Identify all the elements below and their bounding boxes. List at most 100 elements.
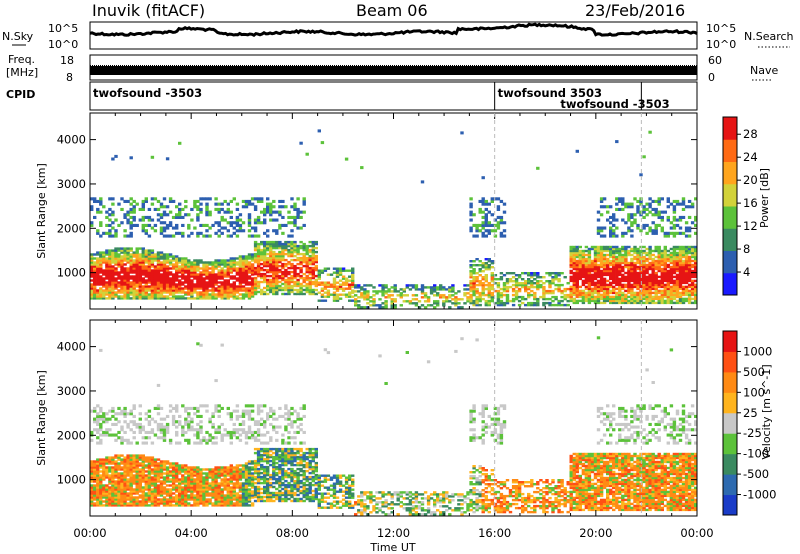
velocity-cell <box>108 417 112 421</box>
power-cell <box>660 277 664 281</box>
power-cell <box>363 298 367 301</box>
velocity-cell <box>150 470 155 473</box>
velocity-cell <box>132 470 136 473</box>
velocity-cell <box>132 496 136 499</box>
power-cell <box>602 247 607 251</box>
power-cell <box>260 272 264 276</box>
power-cell <box>651 257 655 261</box>
power-cell <box>454 300 458 303</box>
power-cell <box>305 266 309 270</box>
power-cell <box>247 223 252 227</box>
power-cell <box>90 197 94 201</box>
power-cell <box>587 281 592 285</box>
power-cell <box>436 304 440 307</box>
power-cell <box>630 229 634 233</box>
power-cell <box>399 292 403 295</box>
power-cell <box>205 269 209 272</box>
power-cell <box>278 274 282 278</box>
power-cell <box>496 282 501 285</box>
power-cell <box>609 281 613 285</box>
power-cell <box>96 253 100 256</box>
velocity-cell <box>171 417 176 421</box>
velocity-cell <box>132 436 136 440</box>
power-cell <box>366 290 370 293</box>
velocity-cell <box>178 494 182 497</box>
velocity-cell <box>147 409 152 413</box>
velocity-cell <box>90 500 94 503</box>
power-cell <box>153 197 158 201</box>
power-cell <box>278 213 282 217</box>
power-cell <box>314 246 318 250</box>
power-cell <box>338 269 343 272</box>
power-cell <box>445 288 449 291</box>
power-cell <box>171 281 176 284</box>
power-cell <box>490 287 494 291</box>
power-cell <box>618 293 622 297</box>
velocity-cell <box>144 476 148 479</box>
velocity-cell <box>190 466 194 469</box>
power-cell <box>630 215 634 219</box>
power-cell <box>481 234 485 238</box>
power-cell <box>402 300 406 303</box>
velocity-cell <box>147 504 152 507</box>
power-cell <box>417 300 422 303</box>
power-cell <box>672 301 677 305</box>
power-cell <box>612 279 616 283</box>
power-cell <box>296 213 300 217</box>
power-colorbar-frame <box>722 116 738 296</box>
power-cell <box>618 249 622 253</box>
power-cell <box>490 285 494 289</box>
velocity-cell <box>144 430 148 434</box>
power-cell <box>642 215 646 219</box>
power-cell <box>554 295 558 299</box>
power-cell <box>657 265 661 269</box>
power-cell <box>241 205 246 209</box>
power-cell <box>502 301 507 305</box>
velocity-cell <box>108 490 112 493</box>
power-cell <box>660 273 664 277</box>
power-cell <box>190 275 194 278</box>
power-cell <box>175 226 179 230</box>
power-cell <box>590 289 595 293</box>
power-cell <box>575 251 579 255</box>
power-cell <box>533 282 537 285</box>
velocity-cell <box>108 466 112 469</box>
velocity-cell <box>150 488 155 491</box>
power-cell <box>190 285 194 288</box>
velocity-cell <box>129 456 133 459</box>
power-cell <box>681 259 686 263</box>
power-colorbar-tick-label-6: 28 <box>743 127 758 141</box>
velocity-cell <box>150 458 155 461</box>
power-cell <box>393 306 397 309</box>
velocity-cell <box>123 462 127 465</box>
power-cell <box>199 279 203 282</box>
velocity-cell <box>132 500 136 503</box>
velocity-cell <box>108 502 112 505</box>
power-cell <box>305 256 309 260</box>
power-cell <box>159 295 164 298</box>
power-cell <box>606 218 610 222</box>
power-cell <box>187 293 191 296</box>
power-cell <box>311 288 315 292</box>
velocity-cell <box>102 476 106 479</box>
freq-panel: Freq. [MHz] 18 8 Nave 60 0 <box>6 53 778 84</box>
power-cell <box>269 202 273 206</box>
power-cell <box>381 306 385 309</box>
power-cell <box>630 271 634 275</box>
power-cell <box>314 256 318 260</box>
power-cell <box>657 245 661 249</box>
power-cell <box>481 215 485 219</box>
power-cell <box>314 254 318 258</box>
velocity-cell <box>147 466 152 469</box>
power-cell <box>451 288 455 291</box>
power-cell <box>423 296 428 299</box>
power-cell <box>272 205 276 209</box>
power-cell <box>141 285 145 288</box>
velocity-cell <box>147 498 152 501</box>
power-cell <box>247 213 252 217</box>
power-cell <box>633 285 637 289</box>
power-cell <box>451 298 455 301</box>
power-cell <box>533 272 537 275</box>
power-cell <box>235 267 240 270</box>
power-cell <box>111 277 115 280</box>
